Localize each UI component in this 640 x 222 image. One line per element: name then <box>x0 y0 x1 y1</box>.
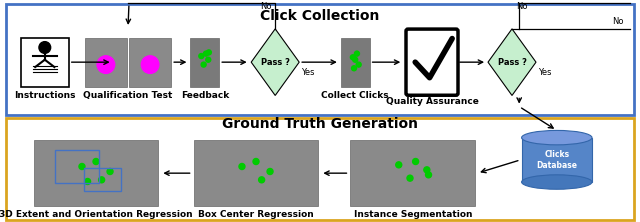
Circle shape <box>267 168 273 174</box>
Circle shape <box>99 177 104 183</box>
Circle shape <box>107 168 113 174</box>
Circle shape <box>97 56 115 73</box>
Circle shape <box>259 177 264 183</box>
Circle shape <box>84 178 91 184</box>
Circle shape <box>350 55 355 60</box>
Circle shape <box>351 66 356 71</box>
FancyBboxPatch shape <box>33 140 159 206</box>
Circle shape <box>355 51 360 56</box>
FancyBboxPatch shape <box>340 38 370 87</box>
Text: Yes: Yes <box>301 68 315 77</box>
Text: Yes: Yes <box>538 68 552 77</box>
Circle shape <box>239 163 245 170</box>
Polygon shape <box>488 29 536 95</box>
Circle shape <box>206 57 211 62</box>
Text: Click Collection: Click Collection <box>260 8 380 23</box>
Text: Pass ?: Pass ? <box>497 58 527 67</box>
Circle shape <box>424 167 430 173</box>
Text: 3D Extent and Orientation Regression: 3D Extent and Orientation Regression <box>0 210 193 220</box>
Text: Ground Truth Generation: Ground Truth Generation <box>222 117 418 131</box>
Circle shape <box>353 57 358 62</box>
Circle shape <box>204 51 209 56</box>
FancyBboxPatch shape <box>190 38 220 87</box>
Text: Instance Segmentation: Instance Segmentation <box>353 210 472 220</box>
Circle shape <box>426 172 431 178</box>
Text: Feedback: Feedback <box>180 91 229 100</box>
Ellipse shape <box>522 175 592 189</box>
Circle shape <box>253 159 259 165</box>
Circle shape <box>356 62 361 67</box>
FancyBboxPatch shape <box>129 38 172 87</box>
Text: No: No <box>260 2 271 11</box>
Bar <box>522 138 592 182</box>
FancyBboxPatch shape <box>20 38 69 87</box>
Circle shape <box>407 175 413 181</box>
FancyBboxPatch shape <box>193 140 319 206</box>
Text: Pass ?: Pass ? <box>260 58 290 67</box>
Circle shape <box>201 62 206 67</box>
FancyBboxPatch shape <box>85 38 127 87</box>
Text: No: No <box>516 2 527 11</box>
Text: Instructions: Instructions <box>14 91 76 100</box>
Polygon shape <box>251 29 300 95</box>
Text: Qualification Test: Qualification Test <box>83 91 173 100</box>
Bar <box>83 168 121 191</box>
Circle shape <box>79 163 85 170</box>
FancyBboxPatch shape <box>351 140 475 206</box>
Circle shape <box>199 54 204 59</box>
Circle shape <box>396 162 402 168</box>
Circle shape <box>39 42 51 53</box>
Circle shape <box>206 50 211 55</box>
Ellipse shape <box>522 130 592 145</box>
Text: Quality Assurance: Quality Assurance <box>385 97 479 106</box>
Text: Box Center Regression: Box Center Regression <box>198 210 314 220</box>
Bar <box>56 150 99 183</box>
Text: Collect Clicks: Collect Clicks <box>321 91 389 100</box>
Circle shape <box>93 159 99 165</box>
Text: No: No <box>612 17 624 26</box>
Text: Clicks
Database: Clicks Database <box>536 150 577 170</box>
FancyBboxPatch shape <box>406 29 458 95</box>
Circle shape <box>141 56 159 73</box>
Circle shape <box>413 159 419 165</box>
